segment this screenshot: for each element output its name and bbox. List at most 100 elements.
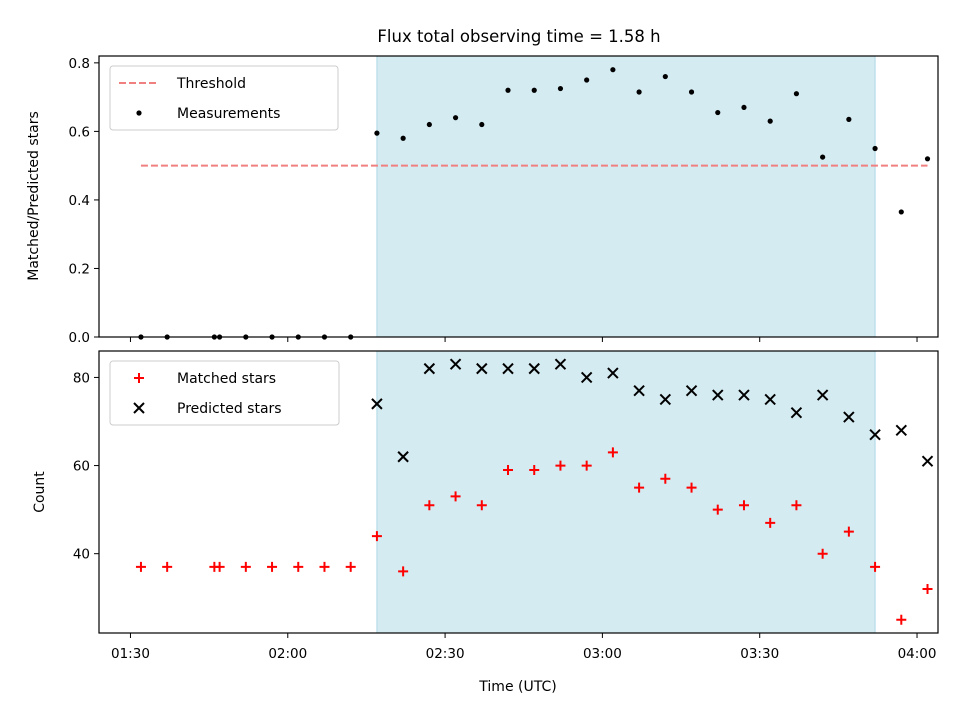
- predicted-stars-point: [423, 362, 436, 375]
- matched-stars-point: [424, 500, 435, 511]
- predicted-stars-point: [712, 389, 724, 401]
- predicted-stars-point: [371, 398, 383, 410]
- legend-label: Predicted stars: [177, 401, 282, 417]
- predicted-stars-point: [633, 384, 645, 397]
- matched-stars-point: [135, 561, 146, 572]
- predicted-stars-point: [869, 429, 881, 441]
- measurement-point: [898, 209, 904, 215]
- matched-stars-point: [450, 491, 461, 502]
- measurement-point: [557, 85, 564, 92]
- predicted-stars-point: [659, 393, 672, 406]
- predicted-stars-point: [502, 362, 514, 375]
- measurement-point: [610, 67, 616, 73]
- predicted-stars-point: [843, 411, 855, 423]
- legend-predicted-marker: [133, 402, 145, 414]
- shaded-observing-span: [376, 351, 876, 633]
- x-tick-label: 03:30: [740, 646, 779, 662]
- matched-stars-point: [529, 464, 540, 475]
- matched-stars-point: [371, 531, 382, 542]
- matched-stars-point: [240, 561, 251, 572]
- x-tick-label: 01:30: [111, 646, 150, 662]
- top-y-axis-title: Matched/Predicted stars: [26, 111, 42, 281]
- legend-matched-marker: [134, 373, 144, 383]
- measurement-point: [846, 116, 852, 122]
- matched-stars-point: [791, 500, 802, 511]
- matched-stars-point: [686, 482, 697, 493]
- y-tick-label: 0.4: [69, 193, 90, 209]
- axes-frame: [98, 350, 939, 634]
- legend-box: [109, 360, 340, 426]
- series-measurements: [138, 67, 931, 340]
- predicted-stars-point: [580, 371, 593, 384]
- y-tick-label: 0.2: [69, 261, 90, 277]
- shaded-observing-span: [376, 56, 876, 337]
- legend: Threshold Measurements: [109, 65, 339, 131]
- predicted-stars-point: [449, 358, 462, 370]
- measurement-point: [715, 109, 721, 116]
- y-tick-label: 60: [73, 459, 90, 475]
- matched-stars-point: [843, 526, 854, 537]
- chart-title: Flux total observing time = 1.58 h: [377, 27, 660, 46]
- top-panel: 0.0 0.2 0.4 0.6 0.8 Threshold Measurements: [69, 55, 939, 346]
- x-axis-title: Time (UTC): [478, 679, 556, 695]
- series-predicted-stars: [371, 358, 934, 467]
- axes-frame: [98, 55, 939, 338]
- predicted-stars-point: [607, 367, 619, 379]
- matched-stars-point: [398, 566, 409, 577]
- legend: Matched stars Predicted stars: [109, 360, 340, 426]
- measurement-point: [374, 130, 380, 136]
- measurement-point: [531, 87, 537, 93]
- measurement-point: [400, 135, 406, 141]
- matched-stars-point: [896, 614, 907, 625]
- predicted-stars-point: [764, 393, 776, 406]
- measurement-point: [820, 154, 826, 160]
- matched-stars-point: [581, 460, 592, 471]
- matched-stars-point: [319, 561, 330, 572]
- x-tick-label: 02:00: [268, 646, 307, 662]
- legend-measurement-marker: [136, 110, 142, 116]
- matched-stars-point: [922, 583, 933, 594]
- predicted-stars-point: [685, 384, 698, 397]
- measurement-point: [584, 77, 590, 83]
- measurement-point: [872, 145, 878, 152]
- legend-box: [109, 65, 339, 131]
- measurement-point: [767, 118, 773, 124]
- y-tick-label: 40: [73, 547, 90, 563]
- predicted-stars-point: [397, 451, 409, 463]
- matched-stars-point: [345, 561, 356, 572]
- measurement-point: [636, 89, 642, 95]
- bottom-y-axis-title: Count: [32, 471, 48, 513]
- matched-stars-point: [214, 561, 225, 572]
- x-tick-label: 03:00: [583, 646, 622, 662]
- matched-stars-point: [634, 482, 645, 493]
- matched-stars-point: [870, 561, 881, 572]
- measurement-point: [741, 104, 747, 111]
- matched-stars-point: [607, 447, 618, 458]
- matched-stars-point: [503, 464, 514, 475]
- legend-label: Measurements: [177, 106, 280, 122]
- matched-stars-point: [738, 500, 749, 511]
- matched-stars-point: [712, 504, 723, 515]
- matched-stars-point: [162, 561, 173, 572]
- measurement-point: [688, 89, 695, 95]
- measurement-point: [505, 87, 511, 93]
- legend-label: Matched stars: [177, 371, 276, 387]
- x-tick-label: 02:30: [426, 646, 465, 662]
- legend-label: Threshold: [176, 76, 246, 92]
- y-tick-label: 0.0: [69, 330, 90, 346]
- measurement-point: [426, 121, 432, 128]
- y-tick-label: 0.6: [69, 124, 90, 140]
- predicted-stars-point: [790, 406, 803, 419]
- y-tick-label: 0.8: [69, 56, 90, 72]
- measurement-point: [452, 115, 459, 121]
- y-tick-label: 80: [73, 370, 90, 386]
- predicted-stars-point: [895, 424, 908, 437]
- matched-stars-point: [267, 561, 278, 572]
- measurement-point: [479, 121, 485, 128]
- predicted-stars-point: [738, 389, 750, 401]
- measurement-point: [924, 156, 931, 162]
- x-tick-label: 04:00: [898, 646, 937, 662]
- predicted-stars-point: [816, 389, 829, 401]
- matched-stars-point: [293, 561, 304, 572]
